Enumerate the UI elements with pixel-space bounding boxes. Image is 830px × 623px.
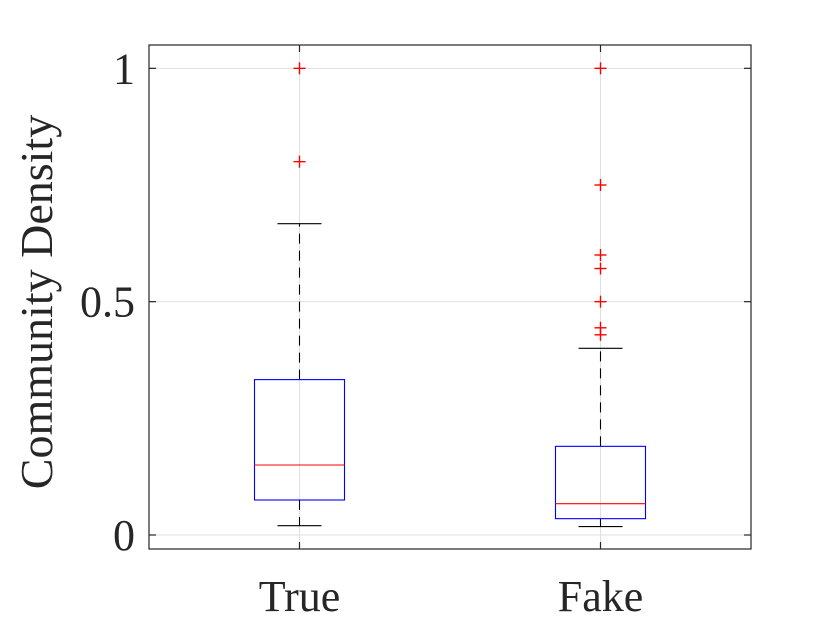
box-true [253, 62, 346, 527]
interquartile-box [253, 379, 346, 501]
y-tick-label: 0 [113, 511, 135, 560]
x-category-label: Fake [558, 572, 644, 621]
y-tick-label: 0.5 [80, 278, 135, 327]
boxes-layer [253, 62, 647, 528]
outlier-point [594, 262, 607, 275]
box-fake [554, 62, 647, 528]
plot-area-frame [148, 44, 752, 550]
interquartile-box [554, 445, 647, 520]
outlier-point [293, 62, 306, 75]
y-tick-label: 1 [113, 44, 135, 93]
y-axis-label: Community Density [11, 115, 62, 489]
grid-lines [149, 45, 751, 549]
outlier-point [594, 249, 607, 261]
outlier-point [594, 321, 607, 334]
outlier-point [594, 179, 607, 191]
x-category-label: True [259, 572, 341, 621]
axis-ticks: 0 0.5 1 True Fake [80, 44, 751, 621]
outlier-point [293, 155, 306, 168]
outlier-point [594, 62, 607, 75]
outlier-point [594, 295, 607, 308]
